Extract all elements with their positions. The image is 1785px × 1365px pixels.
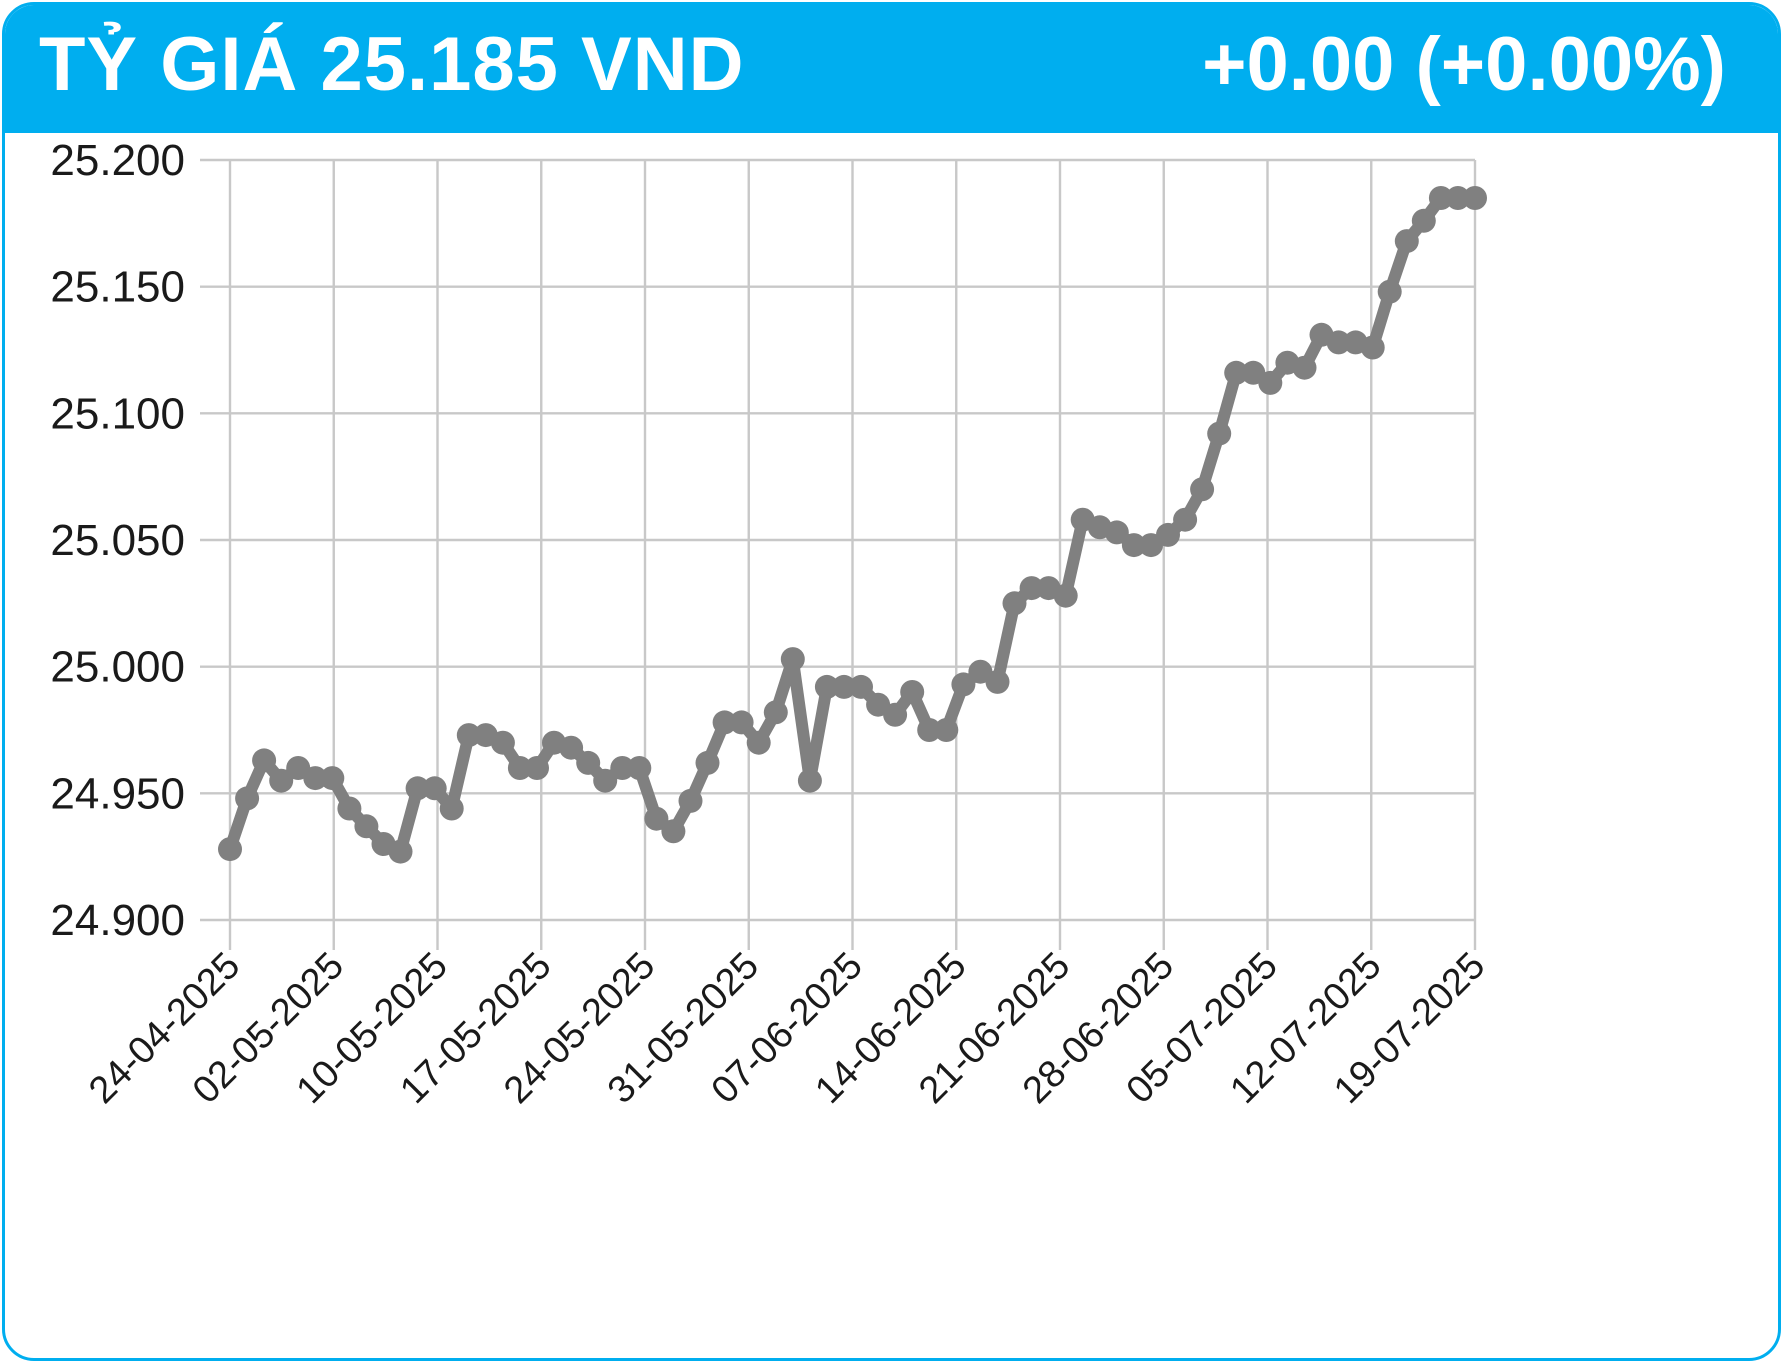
data-point bbox=[269, 768, 294, 793]
data-point bbox=[1173, 507, 1198, 532]
grid-lines bbox=[200, 158, 1477, 950]
data-point bbox=[883, 702, 908, 727]
data-point bbox=[1428, 186, 1453, 210]
data-point bbox=[1292, 355, 1317, 380]
y-tick-label: 25.050 bbox=[50, 516, 185, 565]
data-point bbox=[695, 750, 720, 775]
data-point bbox=[1156, 522, 1180, 547]
data-point bbox=[900, 680, 925, 704]
data-point bbox=[917, 718, 942, 742]
data-point bbox=[1207, 421, 1232, 446]
data-point bbox=[507, 756, 532, 780]
data-point bbox=[985, 669, 1010, 694]
chart-title: TỶ GIÁ 25.185 VND bbox=[39, 22, 745, 107]
data-point bbox=[1053, 583, 1078, 608]
data-point bbox=[780, 647, 805, 672]
data-point bbox=[559, 735, 584, 760]
data-point bbox=[337, 796, 362, 821]
data-point bbox=[610, 756, 635, 780]
y-tick-label: 25.150 bbox=[50, 263, 185, 312]
series-points bbox=[218, 186, 1487, 864]
data-point bbox=[1377, 279, 1402, 304]
data-point bbox=[934, 718, 959, 742]
data-point bbox=[235, 786, 260, 811]
data-point bbox=[763, 700, 788, 725]
data-point bbox=[832, 674, 856, 699]
x-axis-ticks: 24-04-202502-05-202510-05-202517-05-2025… bbox=[81, 945, 1493, 1112]
y-tick-label: 25.000 bbox=[50, 643, 185, 692]
data-point bbox=[1411, 208, 1436, 233]
data-point bbox=[593, 768, 618, 793]
data-point bbox=[576, 750, 601, 775]
data-point bbox=[1445, 186, 1470, 210]
data-point bbox=[218, 837, 242, 862]
data-point bbox=[490, 730, 515, 755]
y-tick-label: 24.950 bbox=[50, 769, 185, 818]
data-point bbox=[456, 723, 481, 748]
data-point bbox=[1360, 335, 1385, 360]
data-point bbox=[525, 756, 549, 780]
data-point bbox=[661, 819, 686, 844]
data-point bbox=[1224, 360, 1249, 385]
data-point bbox=[422, 776, 447, 801]
y-tick-label: 24.900 bbox=[50, 896, 185, 945]
data-point bbox=[627, 756, 652, 780]
data-point bbox=[1394, 229, 1419, 254]
data-point bbox=[1258, 370, 1283, 395]
change-value: +0.00 (+0.00%) bbox=[1202, 22, 1726, 107]
data-point bbox=[320, 766, 345, 791]
data-point bbox=[644, 806, 669, 831]
data-point bbox=[439, 796, 464, 821]
data-point bbox=[814, 674, 839, 699]
data-point bbox=[1326, 330, 1351, 355]
data-point bbox=[951, 672, 976, 697]
data-point bbox=[746, 730, 771, 755]
data-point bbox=[405, 776, 430, 801]
data-point bbox=[729, 710, 754, 735]
chart-header: TỶ GIÁ 25.185 VND +0.00 (+0.00%) bbox=[5, 5, 1778, 133]
data-point bbox=[252, 748, 277, 773]
y-tick-label: 25.100 bbox=[50, 389, 185, 438]
data-point bbox=[1121, 533, 1146, 558]
y-axis-ticks: 25.200 25.150 25.100 25.050 25.000 24.950 24.9… bbox=[50, 136, 185, 945]
data-point bbox=[712, 710, 737, 735]
data-point bbox=[1002, 591, 1027, 616]
data-point bbox=[1019, 576, 1044, 601]
data-point bbox=[1463, 186, 1487, 210]
data-point bbox=[797, 768, 822, 793]
data-point bbox=[303, 766, 328, 791]
data-point bbox=[849, 674, 873, 699]
data-point bbox=[678, 788, 703, 813]
data-point bbox=[1104, 520, 1129, 545]
y-tick-label: 25.200 bbox=[50, 136, 185, 185]
data-point bbox=[1190, 477, 1215, 502]
data-point bbox=[388, 839, 413, 864]
data-point bbox=[354, 814, 379, 839]
